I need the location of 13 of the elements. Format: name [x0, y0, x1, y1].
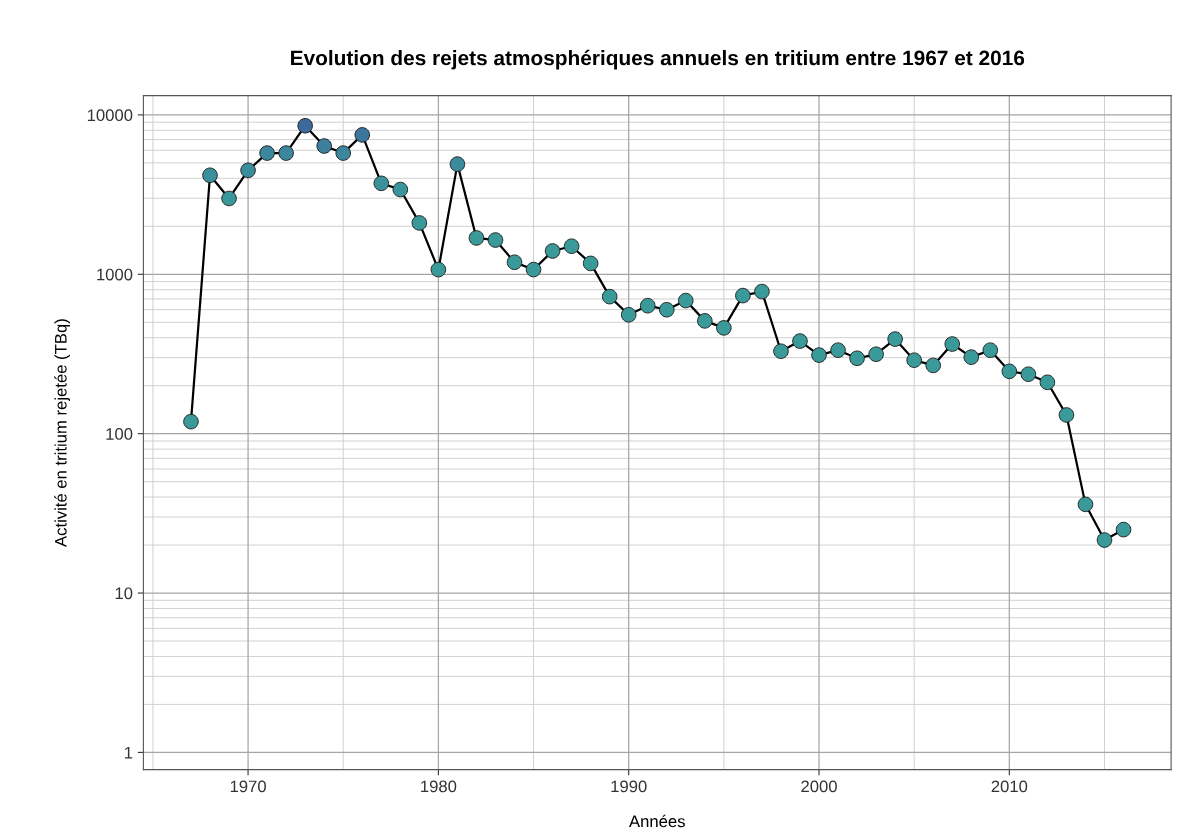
y-tick-label: 1 [124, 746, 133, 759]
x-tick-label: 2000 [801, 780, 837, 793]
y-tick-label: 10 [115, 587, 133, 600]
x-axis-title: Années [629, 814, 685, 828]
chart-title: Evolution des rejets atmosphériques annuels en tritium entre 1967 et 2016 [291, 49, 1025, 70]
x-tick-label: 1990 [611, 780, 647, 793]
x-tick-label: 2010 [991, 780, 1028, 793]
y-axis-title: Activité en tritium rejetée (TBq) [54, 319, 70, 547]
x-tick-label: 1980 [421, 780, 457, 793]
y-tick-label: 10000 [87, 109, 133, 122]
x-tick-label: 1970 [230, 780, 266, 793]
y-tick-label: 100 [106, 428, 133, 440]
y-tick-label: 1000 [97, 268, 133, 281]
